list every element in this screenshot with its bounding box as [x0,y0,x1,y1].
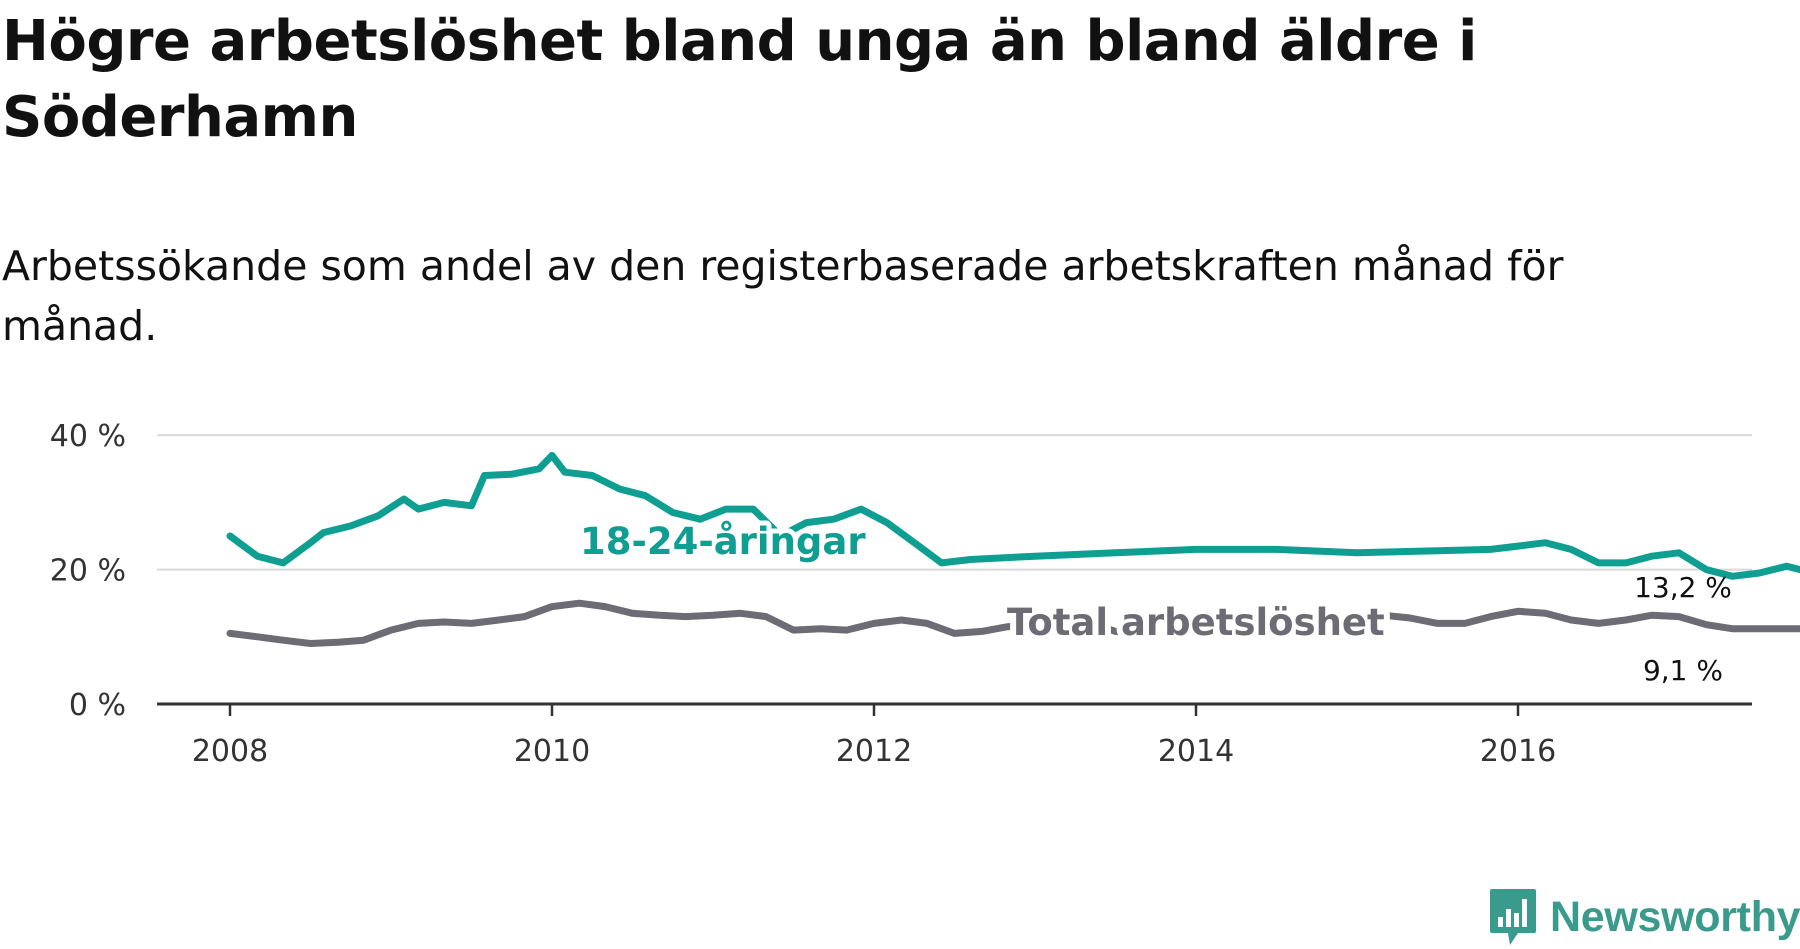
newsworthy-logo-icon [1490,889,1536,945]
chart-subtitle: Arbetssökande som andel av den registerb… [2,242,1564,350]
end-value-label-youth: 13,2 % [1634,571,1732,604]
chart-title: Högre arbetslöshet bland unga än bland ä… [2,9,1477,150]
y-tick-label: 0 % [69,688,126,723]
x-tick-label: 2012 [836,734,912,769]
axes: 0 %20 %40 %20082010201220142016201820202… [50,419,1752,769]
series-labels: 18-24-åringar Total arbetslöshet 13,2 % 9,1… [575,515,1732,687]
series-label-total: Total arbetslöshet [1007,601,1385,644]
y-tick-label: 20 % [50,554,126,589]
x-tick-label: 2016 [1480,734,1556,769]
grid-lines [157,434,1752,571]
series-label-youth: 18-24-åringar [580,520,866,563]
series-lines [226,451,1800,647]
series-line-youth [226,451,1800,580]
y-tick-label: 40 % [50,419,126,454]
x-tick-label: 2014 [1158,734,1234,769]
newsworthy-logo-text: Newsworthy [1550,892,1800,941]
x-tick-label: 2010 [514,734,590,769]
newsworthy-logo: Newsworthy [1488,885,1800,949]
series-line-total [226,599,1800,647]
x-tick-label: 2008 [192,734,268,769]
end-value-label-total: 9,1 % [1643,654,1723,687]
